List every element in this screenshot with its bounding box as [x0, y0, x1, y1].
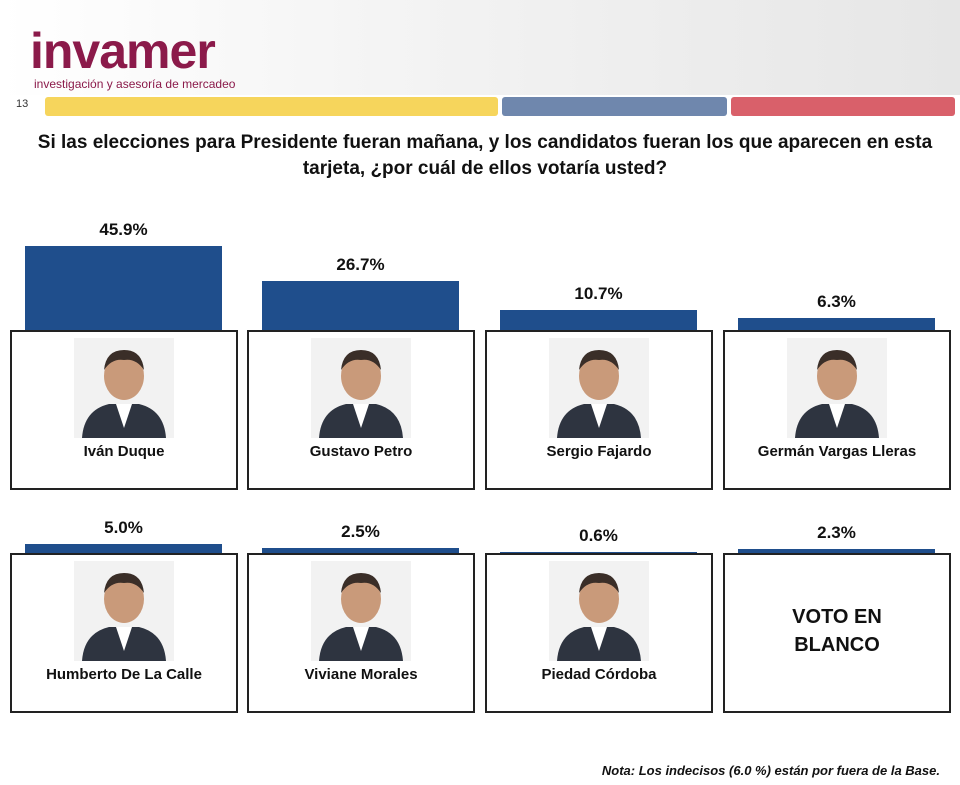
candidate-photo: [311, 338, 411, 438]
candidate-photo: [549, 338, 649, 438]
category-label: Sergio Fajardo: [546, 443, 652, 460]
bar: [738, 318, 935, 330]
header-background: [0, 0, 960, 95]
category-label: Germán Vargas Lleras: [757, 443, 917, 460]
bar: [500, 551, 697, 553]
bar: [500, 310, 697, 330]
value-label: 2.3%: [817, 522, 856, 542]
candidate-card: [723, 553, 951, 713]
candidate-photo: [549, 561, 649, 661]
category-label: Humberto De La Calle: [46, 666, 202, 683]
value-label: 0.6%: [579, 525, 618, 545]
page-number: 13: [16, 98, 29, 110]
stripe: [731, 97, 955, 116]
bar: [262, 548, 459, 553]
value-label: 5.0%: [104, 517, 143, 537]
category-label: Gustavo Petro: [309, 443, 413, 460]
value-label: 26.7%: [336, 255, 385, 275]
tagline: investigación y asesoría de mercadeo: [34, 77, 236, 91]
bar: [738, 548, 935, 553]
candidate-card: [485, 330, 713, 490]
category-label: VOTO EN BLANCO: [792, 606, 882, 656]
candidate-photo: [74, 338, 174, 438]
chart-title: Si las elecciones para Presidente fueran…: [37, 132, 933, 179]
candidate-photo: [74, 561, 174, 661]
stripe: [45, 97, 498, 116]
category-label: Viviane Morales: [304, 666, 418, 683]
candidate-photo: [787, 338, 887, 438]
stripe: [502, 97, 727, 116]
value-label: 10.7%: [574, 284, 623, 304]
bar: [25, 543, 222, 553]
logo: invamer: [30, 23, 216, 79]
value-label: 2.5%: [341, 522, 380, 542]
category-label: Piedad Córdoba: [541, 666, 657, 683]
bar: [25, 246, 222, 330]
bar: [262, 281, 459, 330]
value-label: 6.3%: [817, 292, 856, 312]
value-label: 45.9%: [99, 220, 148, 239]
candidate-photo: [311, 561, 411, 661]
note: Nota: Los indecisos (6.0 %) están por fu…: [601, 763, 940, 778]
category-label: Iván Duque: [83, 443, 165, 460]
